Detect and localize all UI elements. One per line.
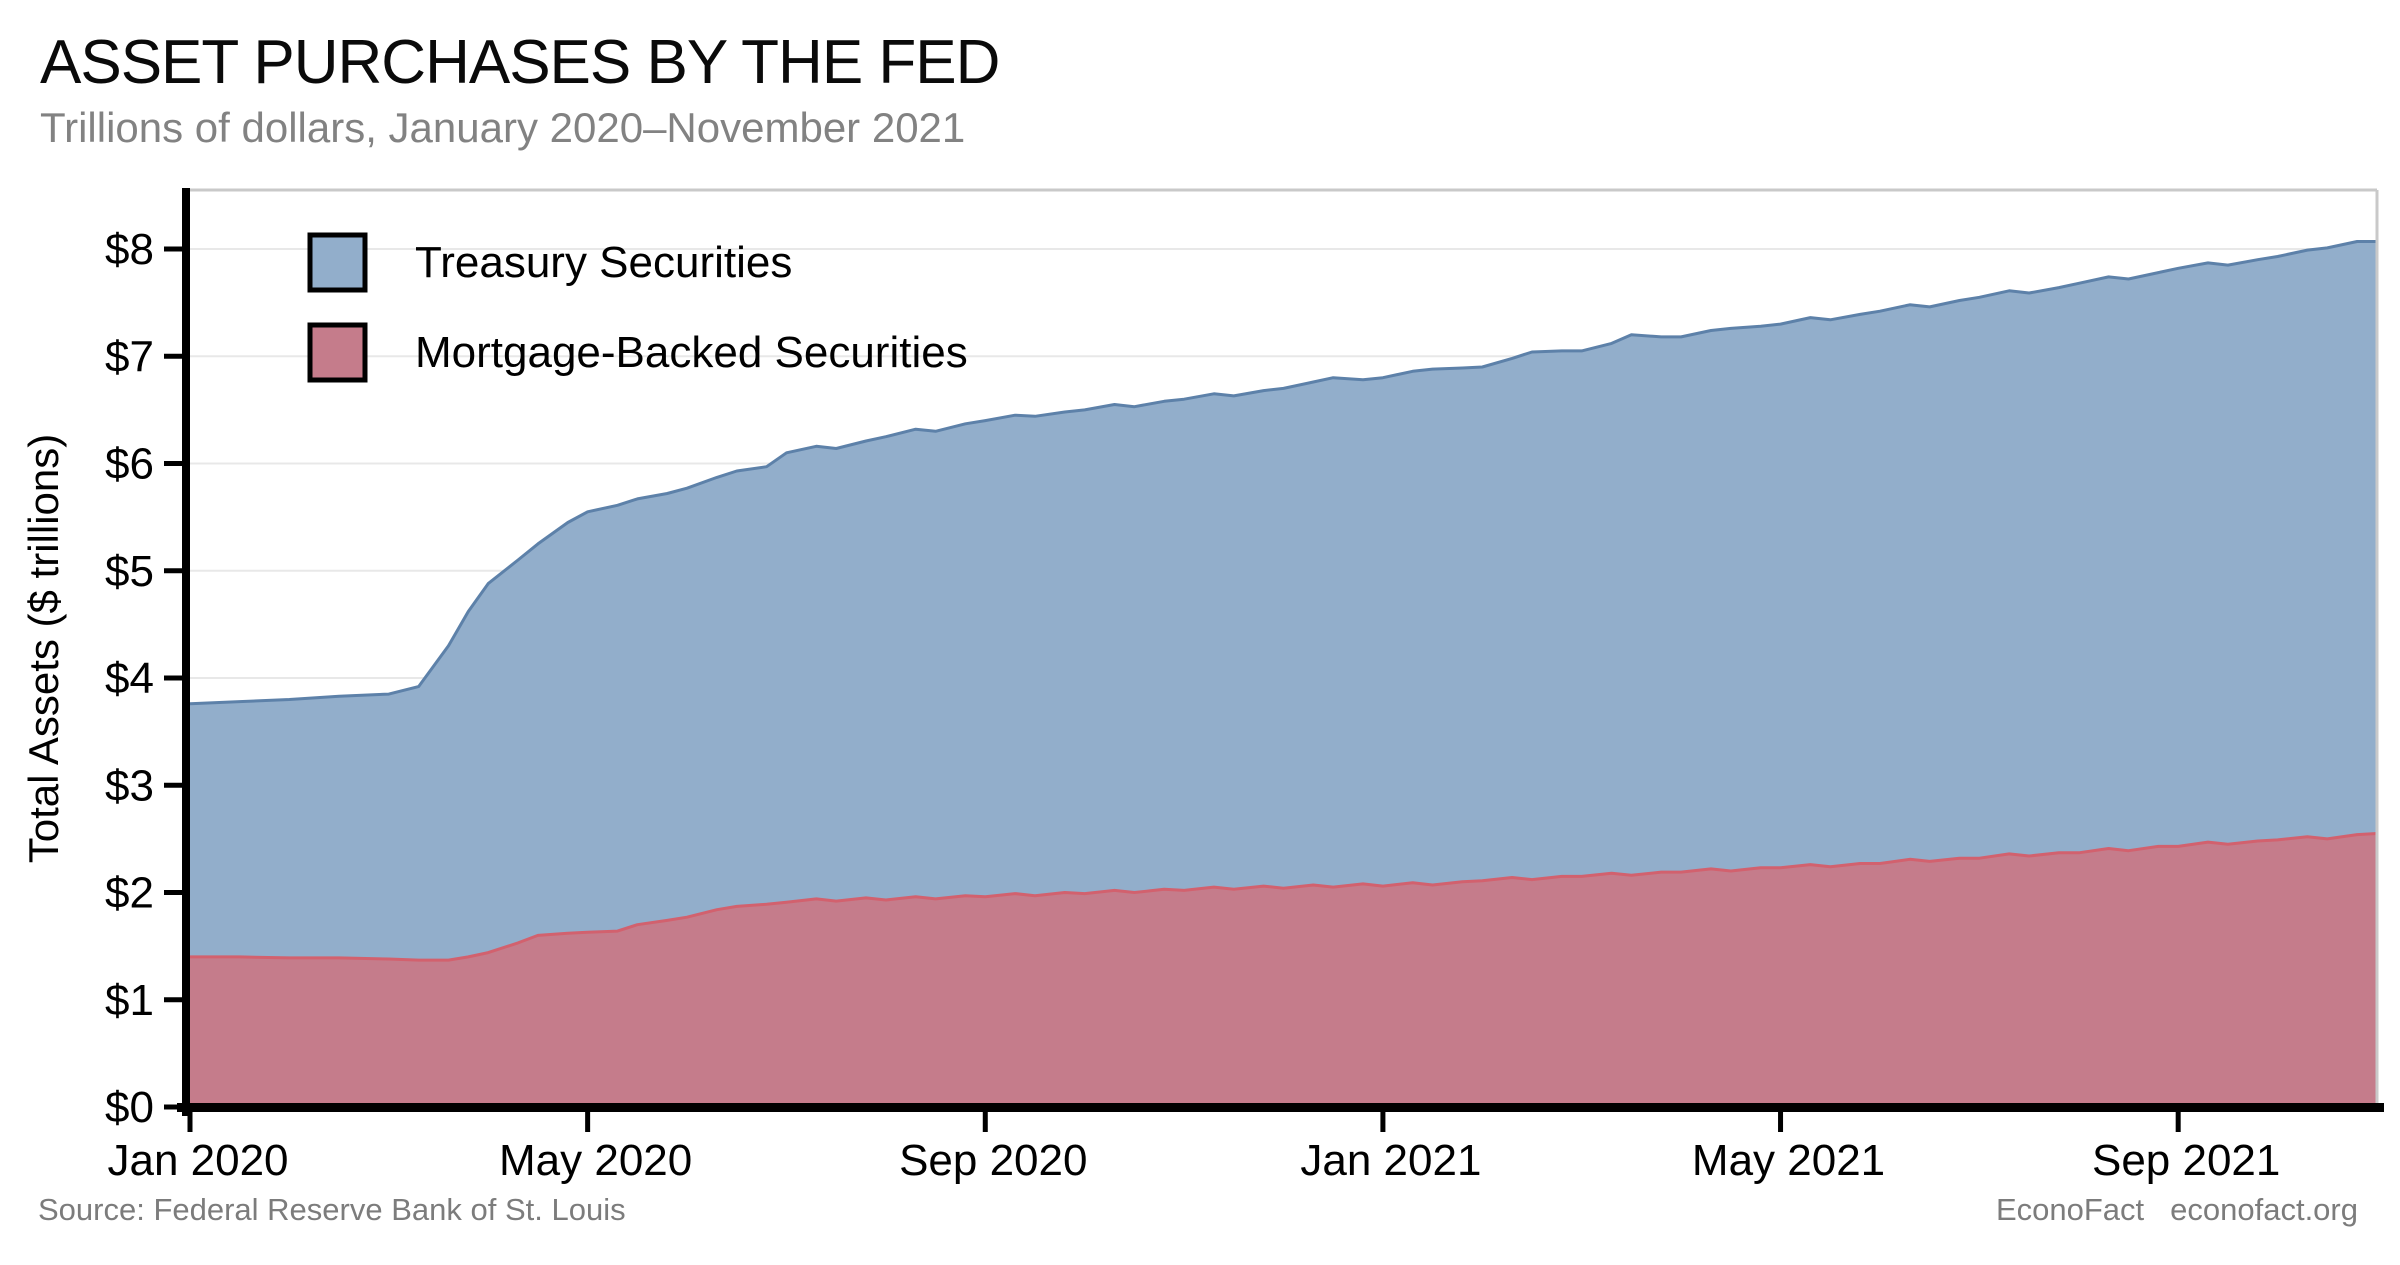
x-tick-label: May 2021 [1692, 1136, 1885, 1185]
edge-mortgage-backed-securities [190, 832, 2378, 962]
legend-label-treasury: Treasury Securities [415, 238, 792, 287]
legend-label-mbs: Mortgage-Backed Securities [415, 328, 968, 377]
edge-treasury-securities [189, 240, 2377, 706]
y-tick [164, 461, 182, 466]
y-tick [164, 675, 182, 681]
x-tick-label: Jan 2020 [107, 1136, 288, 1185]
y-tick [164, 353, 182, 359]
x-tick [1380, 1112, 1386, 1132]
y-tick [164, 890, 182, 895]
brand-name: EconoFact [1995, 1192, 2145, 1227]
brand-site: econofact.org [2170, 1192, 2358, 1227]
y-tick-label: $1 [105, 976, 154, 1025]
x-tick [585, 1112, 591, 1132]
x-tick [982, 1112, 988, 1132]
area-mortgage-backed-securities [190, 833, 2377, 1107]
page-subtitle: Trillions of dollars, January 2020–Novem… [40, 104, 966, 151]
x-axis-line [177, 1103, 2384, 1112]
x-tick-label: Sep 2021 [2092, 1136, 2280, 1185]
y-tick-label: $7 [105, 332, 154, 381]
y-tick [164, 782, 182, 788]
y-tick-label: $8 [105, 225, 154, 274]
y-tick-label: $6 [105, 440, 154, 489]
x-tick [187, 1112, 193, 1132]
y-tick-label: $5 [105, 547, 154, 596]
y-tick-label: $2 [105, 869, 154, 918]
y-tick [164, 246, 182, 252]
x-tick [1778, 1112, 1784, 1132]
brand-footer: EconoFact econofact.org [1996, 1192, 2358, 1228]
legend-swatch-mbs [307, 322, 368, 383]
y-tick-label: $3 [105, 761, 154, 810]
y-axis-title: Total Assets ($ trillions) [20, 434, 67, 863]
page-title: ASSET PURCHASES BY THE FED [40, 28, 1000, 97]
x-tick-label: Sep 2020 [899, 1136, 1087, 1185]
y-tick-label: $4 [105, 654, 154, 703]
x-tick-label: May 2020 [499, 1136, 692, 1185]
x-tick-label: Jan 2021 [1300, 1136, 1481, 1185]
legend-swatch-treasury [307, 232, 368, 293]
x-tick [2175, 1112, 2181, 1132]
y-axis-line [182, 188, 190, 1116]
y-tick [164, 568, 182, 574]
y-tick [164, 1104, 182, 1110]
source-note: Source: Federal Reserve Bank of St. Loui… [38, 1192, 626, 1227]
y-tick-label: $0 [105, 1083, 154, 1132]
y-tick [164, 997, 182, 1003]
